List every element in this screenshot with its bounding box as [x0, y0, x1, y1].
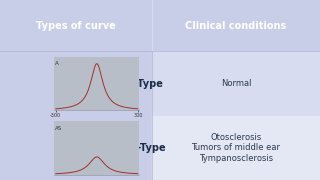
Text: Clinical conditions: Clinical conditions [185, 21, 287, 31]
Text: AS: AS [55, 126, 62, 131]
Text: As-Type: As-Type [125, 143, 166, 153]
Text: Types of curve: Types of curve [36, 21, 116, 31]
Text: Normal: Normal [221, 79, 251, 88]
Text: A-Type: A-Type [128, 78, 164, 89]
Text: A: A [55, 61, 59, 66]
Bar [152, 51, 320, 116]
Text: Otosclerosis
Tumors of middle ear
Tympanosclerosis: Otosclerosis Tumors of middle ear Tympan… [191, 133, 281, 163]
Bar [152, 116, 320, 180]
